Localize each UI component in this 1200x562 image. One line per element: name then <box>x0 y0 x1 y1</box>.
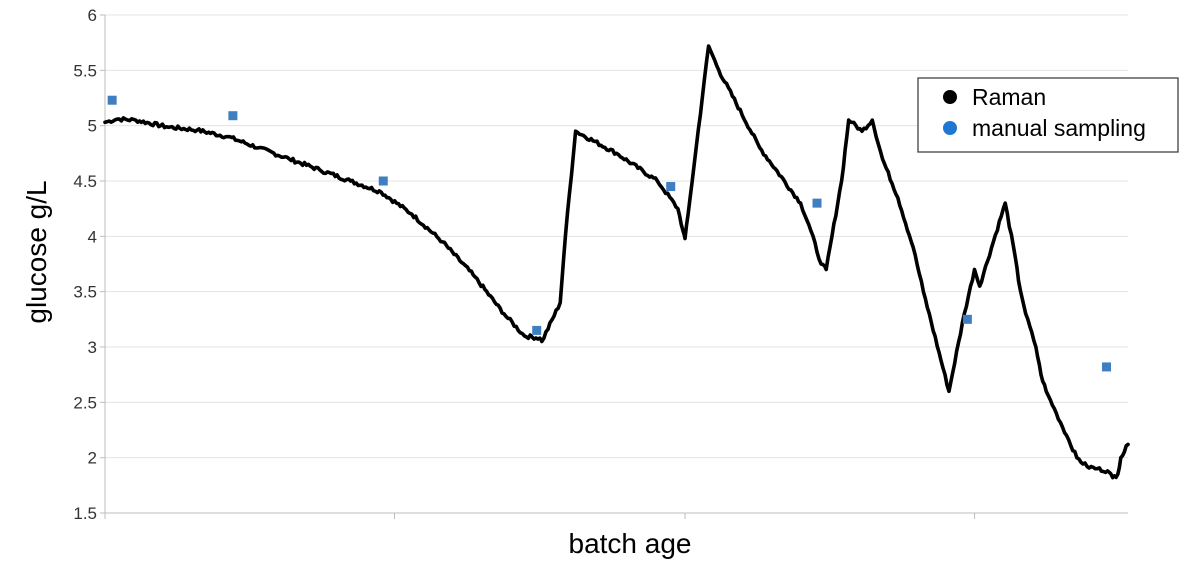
manual-sampling-point <box>107 95 117 105</box>
manual-sampling-point <box>666 182 676 192</box>
manual-sampling-point <box>378 176 388 186</box>
legend: Raman manual sampling <box>917 77 1179 153</box>
legend-label-manual-sampling: manual sampling <box>972 115 1146 141</box>
legend-marker-raman <box>943 90 957 104</box>
y-tick-label: 2 <box>88 449 97 468</box>
y-tick-label: 2.5 <box>73 393 97 412</box>
manual-sampling-point <box>812 198 822 208</box>
y-tick-label: 4 <box>88 227 97 246</box>
series-raman <box>103 44 1130 480</box>
raman-line <box>103 44 1130 480</box>
manual-sampling-point <box>962 314 972 324</box>
y-tick-label: 3.5 <box>73 283 97 302</box>
manual-sampling-point <box>1102 362 1112 372</box>
y-tick-label: 1.5 <box>73 504 97 523</box>
y-tick-label: 5.5 <box>73 61 97 80</box>
gridlines <box>105 14 1128 459</box>
y-tick-label: 4.5 <box>73 172 97 191</box>
manual-sampling-point <box>532 325 542 335</box>
y-axis-title: glucose g/L <box>21 180 52 323</box>
legend-box <box>917 77 1179 153</box>
manual-sampling-point <box>228 111 238 121</box>
x-axis-title: batch age <box>569 528 692 559</box>
series-manual-sampling <box>107 95 1112 372</box>
y-tick-label: 6 <box>88 6 97 25</box>
legend-marker-manual-sampling <box>943 121 957 135</box>
y-tick-labels: 1.5 2 2.5 3 3.5 4 4.5 5 5.5 6 <box>73 6 97 523</box>
y-tick-label: 5 <box>88 117 97 136</box>
y-tick-label: 3 <box>88 338 97 357</box>
legend-label-raman: Raman <box>972 84 1046 110</box>
axes <box>100 14 1128 519</box>
